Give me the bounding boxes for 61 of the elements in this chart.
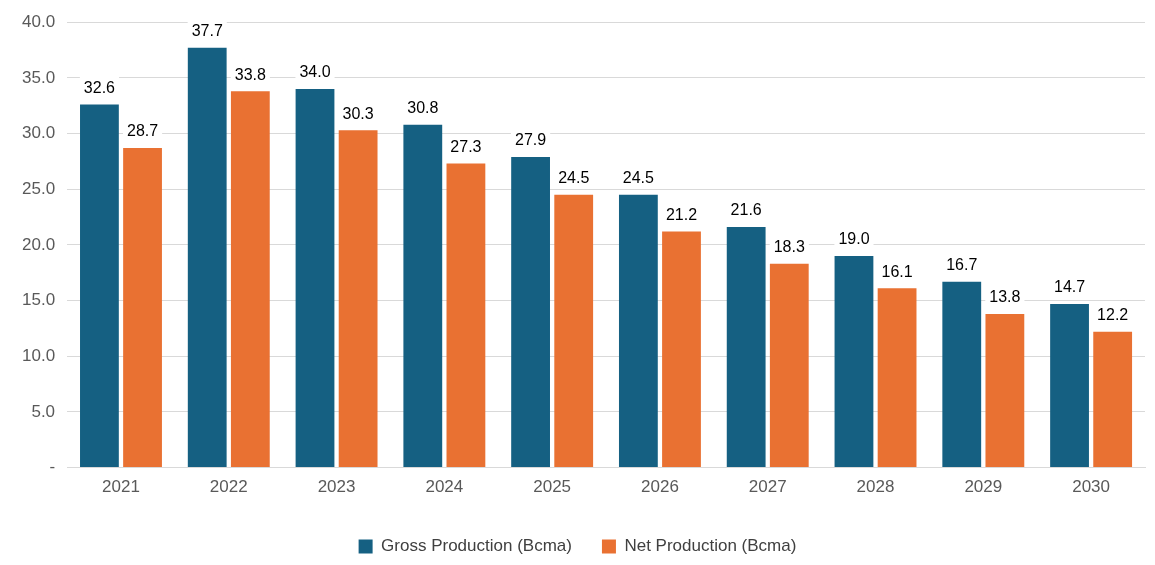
y-tick-label: 30.0 bbox=[21, 123, 56, 143]
x-tick-label: 2028 bbox=[856, 477, 895, 497]
data-label: 13.8 bbox=[989, 288, 1021, 306]
bar bbox=[446, 163, 486, 468]
data-label: 28.7 bbox=[126, 122, 159, 140]
data-label: 27.3 bbox=[450, 138, 482, 156]
bar bbox=[511, 156, 550, 468]
bar bbox=[1093, 331, 1133, 468]
bar bbox=[618, 194, 658, 468]
y-tick-label: 15.0 bbox=[21, 290, 56, 310]
bar bbox=[662, 231, 701, 468]
y-tick-label: 10.0 bbox=[21, 345, 56, 365]
data-label: 24.5 bbox=[558, 169, 590, 187]
data-label: 30.3 bbox=[342, 104, 374, 122]
bar bbox=[403, 124, 443, 468]
data-label: 34.0 bbox=[299, 63, 331, 81]
x-tick-label: 2022 bbox=[209, 477, 248, 497]
y-tick-label: 40.0 bbox=[21, 11, 56, 31]
data-label: 30.8 bbox=[407, 99, 439, 117]
bar bbox=[769, 263, 809, 468]
x-tick-label: 2024 bbox=[425, 477, 464, 497]
bar bbox=[295, 89, 335, 468]
data-label: 24.5 bbox=[622, 169, 655, 187]
bar bbox=[187, 47, 227, 468]
data-label: 16.1 bbox=[881, 262, 913, 280]
data-label: 21.2 bbox=[665, 205, 698, 223]
y-tick-label: 25.0 bbox=[21, 178, 56, 198]
bar bbox=[834, 256, 874, 468]
data-label: 16.7 bbox=[946, 256, 978, 274]
legend-label: Net Production (Bcma) bbox=[624, 536, 797, 556]
bar bbox=[554, 194, 594, 468]
data-label: 32.6 bbox=[83, 79, 116, 97]
legend-label: Gross Production (Bcma) bbox=[381, 536, 572, 556]
data-label: 37.7 bbox=[191, 22, 223, 40]
y-tick-label: 5.0 bbox=[31, 401, 56, 421]
data-label: 19.0 bbox=[838, 230, 870, 248]
y-tick-label: - bbox=[49, 457, 56, 477]
bar bbox=[80, 104, 119, 468]
x-tick-label: 2026 bbox=[641, 477, 679, 497]
y-tick-label: 35.0 bbox=[21, 67, 56, 87]
x-tick-label: 2021 bbox=[102, 477, 140, 497]
bar bbox=[338, 130, 378, 468]
y-tick-label: 20.0 bbox=[21, 234, 56, 254]
bar bbox=[942, 281, 982, 468]
bar bbox=[877, 288, 917, 468]
x-tick-label: 2023 bbox=[317, 477, 356, 497]
data-label: 27.9 bbox=[515, 131, 547, 149]
data-label: 18.3 bbox=[773, 238, 805, 256]
x-tick-label: 2030 bbox=[1072, 477, 1111, 497]
bar bbox=[726, 227, 766, 468]
bar bbox=[985, 313, 1025, 468]
x-tick-label: 2027 bbox=[748, 477, 787, 497]
data-label: 21.6 bbox=[730, 201, 762, 219]
bar bbox=[230, 91, 270, 468]
data-label: 33.8 bbox=[234, 65, 266, 83]
bar bbox=[1050, 303, 1089, 468]
x-tick-label: 2025 bbox=[533, 477, 572, 497]
x-tick-label: 2029 bbox=[964, 477, 1003, 497]
data-label: 14.7 bbox=[1053, 278, 1086, 296]
bar bbox=[123, 148, 162, 468]
data-label: 12.2 bbox=[1097, 306, 1129, 324]
